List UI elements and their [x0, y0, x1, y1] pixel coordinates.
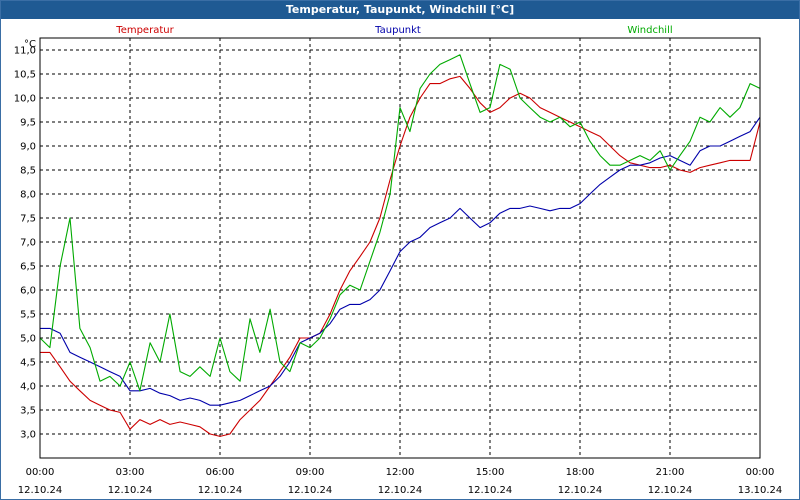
y-tick-label: 7,0	[20, 238, 36, 249]
y-tick-label: 6,0	[20, 286, 36, 297]
y-tick-label: 11,0	[14, 46, 36, 57]
y-tick-label: 3,5	[20, 406, 36, 417]
y-tick-label: 9,5	[20, 118, 36, 129]
series-lines	[39, 54, 761, 437]
y-tick-label: 7,5	[20, 214, 36, 225]
y-tick-label: 9,0	[20, 142, 36, 153]
x-tick-date: 12.10.24	[468, 485, 513, 496]
x-tick-time: 18:00	[566, 467, 595, 478]
x-tick-date: 12.10.24	[648, 485, 693, 496]
x-tick-time: 15:00	[476, 467, 505, 478]
x-tick-date: 12.10.24	[378, 485, 423, 496]
legend-entry-temperatur: Temperatur	[115, 25, 174, 36]
x-tick-time: 06:00	[206, 467, 235, 478]
x-tick-date: 12.10.24	[288, 485, 333, 496]
legend-entry-taupunkt: Taupunkt	[374, 25, 421, 36]
x-tick-date: 12.10.24	[108, 485, 153, 496]
y-tick-label: 5,0	[20, 334, 36, 345]
y-tick-label: 6,5	[20, 262, 36, 273]
legend-entry-windchill: Windchill	[627, 25, 672, 36]
x-tick-time: 00:00	[746, 467, 775, 478]
series-line-taupunkt	[40, 116, 761, 406]
series-line-windchill	[39, 54, 761, 392]
y-tick-label: 3,0	[20, 430, 36, 441]
y-tick-label: 8,5	[20, 166, 36, 177]
y-axis-unit: °C	[24, 39, 36, 50]
grid-lines	[40, 38, 760, 458]
y-tick-label: 4,5	[20, 358, 36, 369]
y-tick-label: 5,5	[20, 310, 36, 321]
x-tick-time: 00:00	[26, 467, 55, 478]
chart-title: Temperatur, Taupunkt, Windchill [°C]	[1, 1, 799, 19]
plot-area	[39, 37, 761, 459]
x-tick-date: 13.10.24	[738, 485, 783, 496]
x-tick-time: 03:00	[116, 467, 145, 478]
legend: Temperatur Taupunkt Windchill	[115, 25, 672, 36]
y-tick-label: 4,0	[20, 382, 36, 393]
x-tick-date: 12.10.24	[198, 485, 243, 496]
x-tick-date: 12.10.24	[558, 485, 603, 496]
y-axis: 3,0 3,5 4,0 4,5 5,0 5,5 6,0 6,5 7,0 7,5 8,0 8,5 9,0 9…	[14, 39, 36, 441]
x-axis: 00:00 12.10.24 03:00 12.10.24 06:00 12.10.24 0…	[18, 467, 783, 496]
x-tick-time: 09:00	[296, 467, 325, 478]
x-tick-time: 21:00	[656, 467, 685, 478]
x-tick-date: 12.10.24	[18, 485, 63, 496]
y-tick-label: 10,0	[14, 94, 36, 105]
y-tick-label: 10,5	[14, 70, 36, 81]
x-tick-time: 12:00	[386, 467, 415, 478]
y-tick-label: 8,0	[20, 190, 36, 201]
